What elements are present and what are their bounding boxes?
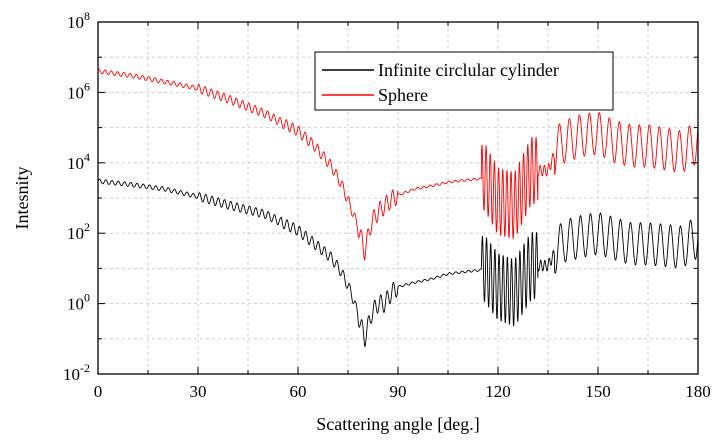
- x-axis-title: Scattering angle [deg.]: [316, 414, 479, 434]
- x-tick-label: 120: [485, 382, 511, 401]
- y-tick-label: 100: [67, 291, 90, 314]
- y-tick-label: 106: [67, 79, 90, 102]
- x-tick-label: 150: [585, 382, 611, 401]
- legend: Infinite circlular cylinder Sphere: [314, 51, 614, 111]
- series-line-sphere: [98, 68, 698, 261]
- y-tick-label: 10-2: [63, 361, 90, 384]
- x-tick-label: 30: [190, 382, 207, 401]
- x-tick-label: 0: [94, 382, 103, 401]
- legend-label-sphere: Sphere: [378, 85, 428, 105]
- legend-label-cylinder: Infinite circlular cylinder: [378, 60, 559, 80]
- y-axis-title: Intesnity: [12, 167, 32, 230]
- y-tick-label: 104: [67, 150, 90, 173]
- x-tick-label: 90: [390, 382, 407, 401]
- legend-box: [314, 51, 614, 111]
- x-tick-label: 180: [685, 382, 711, 401]
- y-tick-label: 108: [67, 9, 90, 32]
- x-tick-label: 60: [290, 382, 307, 401]
- series-layer: [98, 68, 698, 347]
- y-tick-label: 102: [67, 220, 90, 243]
- series-line-cylinder: [98, 178, 698, 347]
- tick-labels: 0 30 60 90 120 150 180 10-2 100 102 104 106 108: [63, 9, 711, 401]
- axis-ticks: [97, 21, 699, 375]
